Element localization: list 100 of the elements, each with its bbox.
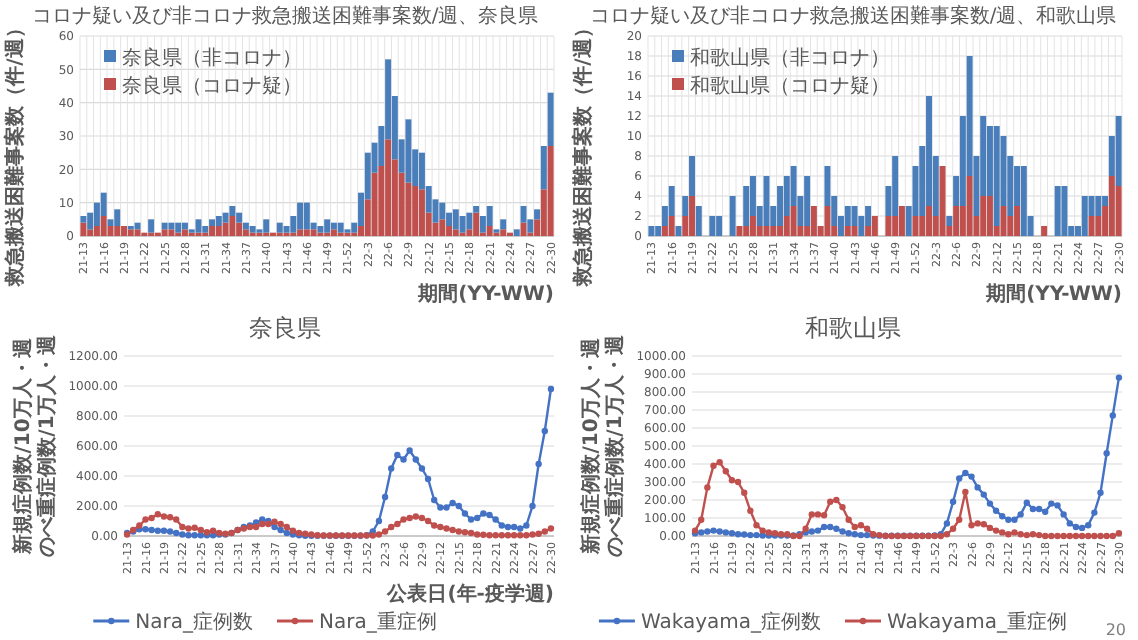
bar [804, 176, 811, 226]
bar [452, 229, 459, 236]
x-axis-title: 期間(YY-WW) [416, 282, 554, 306]
bar [980, 196, 987, 236]
bar [134, 229, 141, 236]
bar [168, 222, 175, 230]
chart-title: 和歌山県 [805, 314, 901, 342]
bar [330, 222, 337, 230]
text: 20 [1105, 621, 1126, 639]
bar [824, 206, 831, 236]
bar [966, 176, 973, 236]
bar [446, 226, 453, 236]
bar [1041, 226, 1048, 236]
bar [229, 216, 236, 236]
x-axis-title: 公表日(年-疫学週) [385, 582, 554, 606]
bar [709, 216, 716, 236]
bar [736, 226, 743, 236]
bar [1081, 196, 1088, 236]
bar [80, 222, 87, 236]
bar [148, 219, 155, 233]
bar [330, 229, 337, 236]
bar [418, 189, 425, 236]
y-axis-title: 救急搬送困難事案数（件/週） [3, 18, 28, 288]
bar [926, 206, 932, 236]
legend-label: Nara_重症例 [319, 610, 437, 634]
bar [276, 222, 283, 233]
bar [181, 222, 188, 230]
x-axis-title: 期間(YY-WW) [984, 282, 1122, 306]
chart-title: 奈良県 [249, 314, 321, 342]
bar [682, 196, 689, 216]
bar [500, 229, 507, 236]
bar [317, 226, 324, 233]
bar [986, 196, 993, 236]
bar [486, 206, 493, 226]
bar [946, 216, 953, 226]
legend-label: 和歌山県（コロナ疑） [690, 74, 890, 98]
bar [127, 229, 134, 236]
bar [263, 219, 270, 233]
bar [749, 216, 756, 236]
bar [844, 226, 851, 236]
bar [385, 139, 392, 236]
bar [161, 222, 168, 230]
bar [668, 216, 675, 236]
bar [675, 226, 682, 236]
text: のべ重症例数/1万人・週 [37, 335, 60, 557]
bar [80, 216, 87, 223]
bar [175, 222, 182, 233]
bar [209, 226, 216, 236]
bar [648, 226, 655, 236]
bar [540, 146, 547, 190]
bar [810, 206, 817, 236]
legend-label: Wakayama_症例数 [640, 610, 821, 634]
bar [209, 219, 216, 226]
bar [473, 206, 480, 213]
bar [1014, 206, 1021, 236]
bar [215, 216, 222, 226]
bar [729, 196, 736, 236]
bar [405, 119, 412, 183]
bar [297, 202, 304, 230]
bar [303, 229, 310, 236]
bar [871, 216, 878, 236]
bar [695, 206, 702, 236]
bar [486, 226, 493, 236]
bar [1020, 166, 1027, 236]
bar [452, 209, 459, 230]
bar [898, 206, 905, 236]
bar [168, 229, 175, 236]
bar [215, 226, 222, 236]
legend-label: Wakayama_重症例 [887, 610, 1068, 634]
bar [655, 226, 662, 236]
bar [242, 222, 249, 230]
bar [229, 206, 236, 216]
text: 新規症例数/10万人・週 [581, 338, 604, 554]
bar [121, 226, 127, 236]
bar [1061, 186, 1068, 236]
legend-label: 奈良県（コロナ疑） [122, 74, 302, 98]
bar [1095, 196, 1102, 216]
bar [303, 202, 310, 230]
bar [371, 172, 378, 236]
bar [297, 229, 304, 236]
bar [1108, 176, 1115, 236]
legend-label: 奈良県（非コロナ） [122, 46, 302, 70]
bar [912, 216, 919, 236]
bar [412, 186, 419, 236]
bar [439, 202, 446, 220]
bar [534, 209, 541, 220]
bar [689, 156, 695, 196]
bar [222, 212, 229, 223]
bar [134, 222, 141, 230]
bar [770, 226, 777, 236]
bar [1115, 116, 1122, 186]
bar [547, 146, 554, 236]
bar [114, 209, 121, 226]
bar [851, 226, 858, 236]
bar [242, 229, 249, 236]
text: のべ重症例数/1万人・週 [605, 335, 628, 557]
bar [790, 206, 797, 236]
bar [161, 229, 168, 236]
bar [885, 216, 892, 236]
bar [689, 196, 695, 236]
